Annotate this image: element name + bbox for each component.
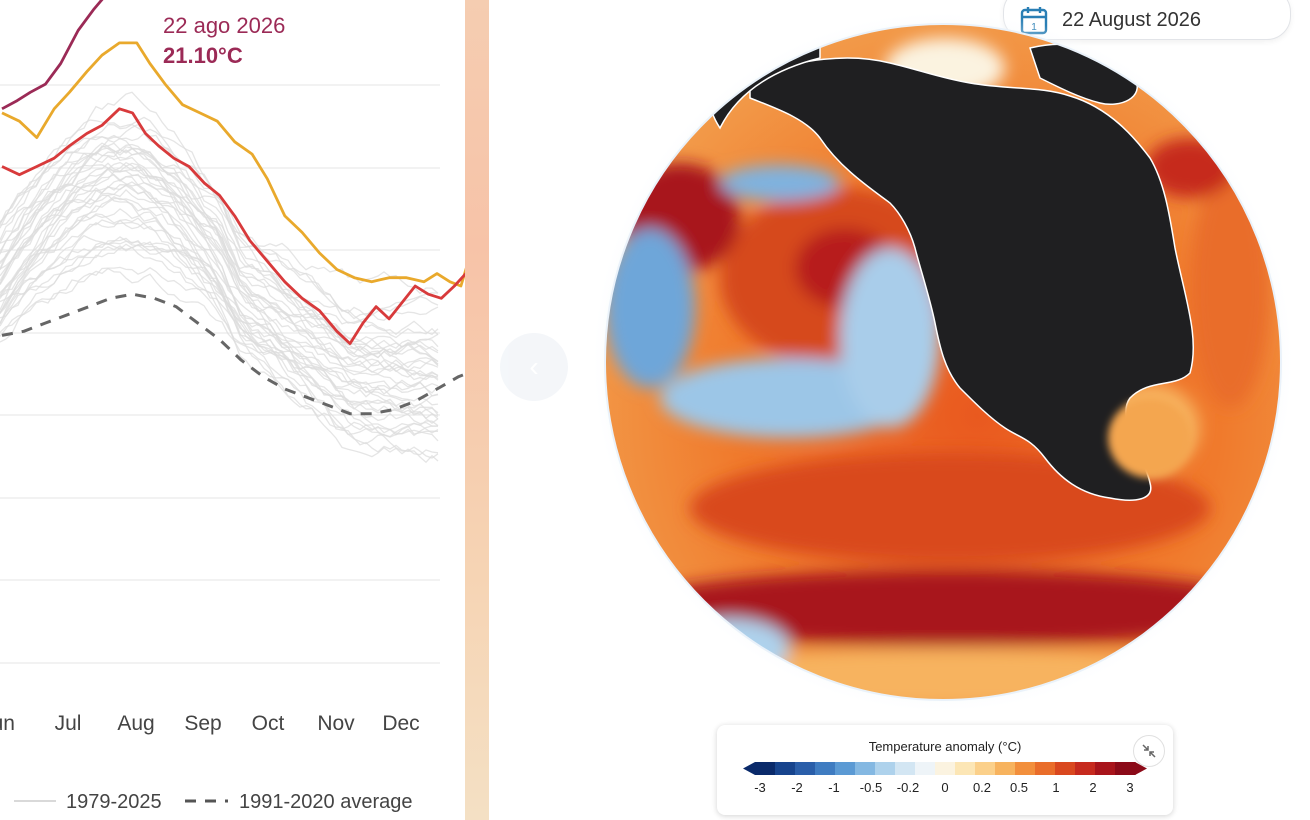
legend-color-swatch [1075, 762, 1096, 775]
series-lines [1, 0, 465, 416]
legend-color-swatch [995, 762, 1016, 775]
background-year-line [0, 266, 439, 458]
chart-legend: 1979-2025 1991-2020 average [14, 791, 412, 813]
legend-tick-label: -3 [754, 780, 766, 795]
current-point-annotation: 22 ago 2026 21.10°C [163, 13, 285, 68]
background-year-line [0, 147, 439, 365]
background-year-line [0, 241, 439, 459]
legend-color-swatch [895, 762, 916, 775]
legend-tick-label: -0.5 [860, 780, 882, 795]
legend-tick-label: 0.2 [973, 780, 991, 795]
legend-title: Temperature anomaly (°C) [868, 739, 1022, 754]
sst-anomaly-globe[interactable] [590, 8, 1300, 718]
legend-color-swatch [915, 762, 936, 775]
legend-tick-label: 1 [1052, 780, 1059, 795]
legend-tick-label: 0 [941, 780, 948, 795]
x-tick-label: Jun [0, 712, 15, 735]
background-year-line [0, 185, 439, 407]
legend-arrow-left [743, 762, 755, 775]
background-year-line [0, 161, 439, 373]
legend-color-swatch [775, 762, 796, 775]
x-tick-label: Jul [55, 712, 82, 735]
background-year-line [0, 165, 439, 425]
series-line-2 [1, 41, 465, 288]
background-year-line [0, 219, 439, 406]
background-year-line [0, 152, 439, 356]
legend-color-swatch [1115, 762, 1136, 775]
globe-surface [605, 24, 1281, 700]
legend-color-swatch [855, 762, 876, 775]
date-selector-label: 22 August 2026 [1062, 8, 1202, 31]
background-year-line [0, 267, 439, 436]
x-tick-label: Aug [117, 712, 154, 735]
x-tick-label: Dec [382, 712, 419, 735]
background-year-line [0, 145, 439, 369]
legend-color-swatch [835, 762, 856, 775]
legend-item-years: 1979-2025 [66, 791, 162, 813]
legend-color-swatch [1095, 762, 1116, 775]
sst-line-chart: Jun Jul Aug Sep Oct Nov Dec 22 ago 2026 21.10°… [0, 0, 465, 813]
background-year-line [0, 194, 439, 445]
annotation-date: 22 ago 2026 [163, 13, 285, 38]
background-year-line [0, 237, 439, 378]
series-line-1 [1, 0, 104, 111]
background-year-line [0, 196, 439, 420]
legend-tick-label: -1 [828, 780, 840, 795]
background-year-line [0, 245, 439, 414]
legend-tick-label: 0.5 [1010, 780, 1028, 795]
background-year-line [0, 151, 439, 359]
legend-tick-label: 3 [1126, 780, 1133, 795]
background-year-line [0, 236, 439, 393]
chevron-left-icon: ‹ [529, 351, 539, 382]
background-year-line [0, 123, 439, 336]
legend-tick-label: 2 [1089, 780, 1096, 795]
chart-panel: Jun Jul Aug Sep Oct Nov Dec 22 ago 2026 21.10°… [0, 0, 465, 820]
x-axis-ticks: Jun Jul Aug Sep Oct Nov Dec [0, 712, 420, 735]
background-year-line [0, 234, 439, 442]
x-tick-label: Sep [184, 712, 221, 735]
previous-button[interactable]: ‹ [500, 333, 568, 401]
color-legend: Temperature anomaly (°C) -3 -2 -1 -0.5 -0.2 0… [717, 725, 1173, 815]
collapse-icon [1142, 744, 1156, 758]
legend-tick-label: -2 [791, 780, 803, 795]
background-year-line [0, 123, 439, 356]
legend-color-swatch [795, 762, 816, 775]
legend-color-swatch [875, 762, 896, 775]
background-year-line [0, 179, 439, 388]
background-year-line [0, 244, 439, 434]
legend-color-swatch [935, 762, 956, 775]
legend-tick-label: -0.2 [897, 780, 919, 795]
legend-color-swatch [1035, 762, 1056, 775]
legend-arrow-right [1135, 762, 1147, 775]
x-tick-label: Nov [317, 712, 355, 735]
series-line-3 [1, 107, 465, 345]
legend-color-swatch [1055, 762, 1076, 775]
series-line-4 [1, 292, 465, 416]
annotation-value: 21.10°C [163, 43, 243, 68]
legend-color-swatch [955, 762, 976, 775]
legend-color-bar: -3 -2 -1 -0.5 -0.2 0 0.2 0.5 1 2 3 [743, 762, 1147, 795]
legend-color-swatch [755, 762, 776, 775]
panel-divider [465, 0, 489, 820]
legend-color-swatch [975, 762, 996, 775]
background-year-line [0, 161, 439, 377]
legend-color-swatch [1015, 762, 1036, 775]
x-tick-label: Oct [252, 712, 285, 735]
legend-collapse-button[interactable] [1133, 735, 1165, 767]
legend-item-average: 1991-2020 average [239, 791, 412, 813]
legend-color-swatch [815, 762, 836, 775]
